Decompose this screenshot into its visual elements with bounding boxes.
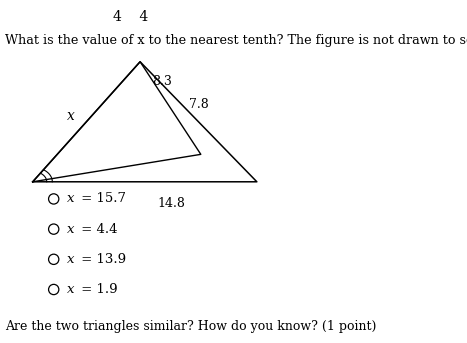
Text: 14.8: 14.8	[158, 197, 186, 210]
Text: x: x	[67, 253, 75, 266]
Text: 7.8: 7.8	[189, 98, 209, 111]
Text: = 15.7: = 15.7	[77, 192, 126, 205]
Text: 8.3: 8.3	[152, 75, 172, 88]
Text: = 13.9: = 13.9	[77, 253, 126, 266]
Text: What is the value of x to the nearest tenth? The figure is not drawn to scale: What is the value of x to the nearest te…	[5, 34, 467, 47]
Text: = 1.9: = 1.9	[77, 283, 117, 296]
Text: 4    4: 4 4	[113, 10, 149, 24]
Text: Are the two triangles similar? How do you know? (1 point): Are the two triangles similar? How do yo…	[5, 320, 376, 333]
Text: x: x	[67, 223, 75, 236]
Text: x: x	[67, 283, 75, 296]
Text: x: x	[67, 109, 75, 123]
Text: x: x	[67, 192, 75, 205]
Text: = 4.4: = 4.4	[77, 223, 117, 236]
